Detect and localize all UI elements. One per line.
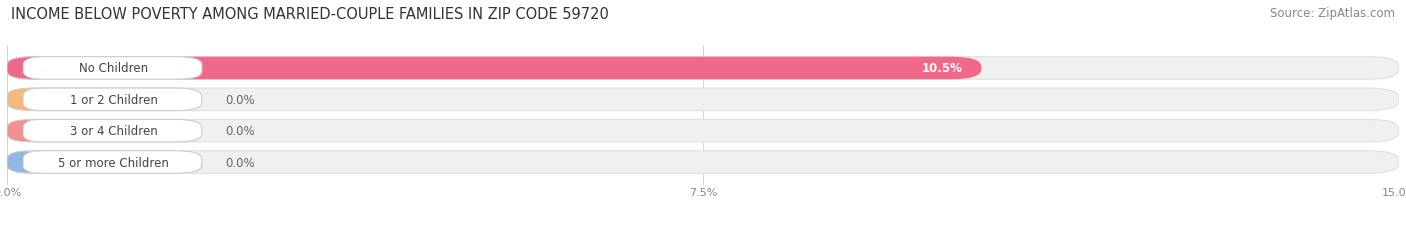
Text: 1 or 2 Children: 1 or 2 Children	[70, 93, 157, 106]
FancyBboxPatch shape	[7, 58, 1399, 80]
Text: 5 or more Children: 5 or more Children	[58, 156, 169, 169]
FancyBboxPatch shape	[7, 120, 1399, 142]
FancyBboxPatch shape	[7, 120, 39, 142]
FancyBboxPatch shape	[24, 120, 202, 142]
FancyBboxPatch shape	[7, 89, 39, 111]
Text: 10.5%: 10.5%	[922, 62, 963, 75]
Text: 0.0%: 0.0%	[225, 93, 254, 106]
Text: 0.0%: 0.0%	[225, 156, 254, 169]
FancyBboxPatch shape	[7, 89, 1399, 111]
Text: 0.0%: 0.0%	[225, 125, 254, 138]
Text: INCOME BELOW POVERTY AMONG MARRIED-COUPLE FAMILIES IN ZIP CODE 59720: INCOME BELOW POVERTY AMONG MARRIED-COUPL…	[11, 7, 609, 22]
FancyBboxPatch shape	[7, 151, 1399, 173]
Text: Source: ZipAtlas.com: Source: ZipAtlas.com	[1270, 7, 1395, 20]
FancyBboxPatch shape	[24, 151, 202, 173]
FancyBboxPatch shape	[7, 58, 39, 80]
FancyBboxPatch shape	[7, 58, 981, 80]
Text: 3 or 4 Children: 3 or 4 Children	[70, 125, 157, 138]
Text: No Children: No Children	[79, 62, 148, 75]
FancyBboxPatch shape	[24, 58, 202, 80]
FancyBboxPatch shape	[7, 151, 39, 173]
FancyBboxPatch shape	[24, 89, 202, 111]
